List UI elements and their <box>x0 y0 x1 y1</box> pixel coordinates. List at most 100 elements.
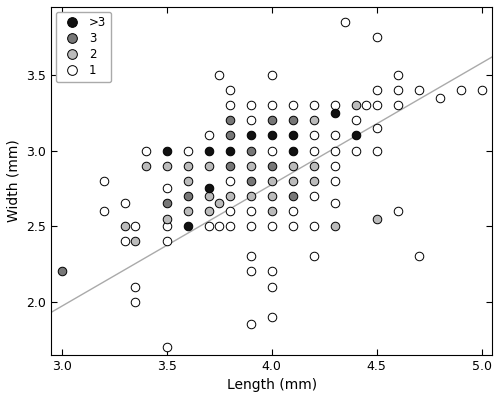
Point <box>310 132 318 138</box>
Point <box>373 102 381 109</box>
Point <box>205 132 213 138</box>
Point <box>373 87 381 93</box>
Point <box>162 344 170 350</box>
Point <box>162 238 170 245</box>
Point <box>331 102 339 109</box>
Point <box>268 223 276 229</box>
Point <box>205 185 213 192</box>
Point <box>457 87 465 93</box>
Point <box>131 298 139 305</box>
Point <box>247 208 255 214</box>
Point <box>142 147 150 154</box>
Point <box>184 147 192 154</box>
Point <box>310 253 318 260</box>
Point <box>394 102 402 109</box>
Point <box>247 268 255 275</box>
Point <box>205 162 213 169</box>
Point <box>131 238 139 245</box>
Point <box>268 268 276 275</box>
Point <box>247 162 255 169</box>
Point <box>394 208 402 214</box>
Point <box>352 132 360 138</box>
Point <box>352 117 360 124</box>
Point <box>373 125 381 131</box>
Point <box>162 223 170 229</box>
Point <box>331 200 339 207</box>
Point <box>216 223 224 229</box>
Point <box>268 178 276 184</box>
Point <box>342 19 349 25</box>
Point <box>216 200 224 207</box>
Point <box>415 87 423 93</box>
Point <box>100 208 108 214</box>
Point <box>310 223 318 229</box>
Point <box>289 102 297 109</box>
Point <box>310 147 318 154</box>
Point <box>268 208 276 214</box>
Point <box>289 147 297 154</box>
Point <box>184 162 192 169</box>
Point <box>226 147 234 154</box>
Point <box>310 117 318 124</box>
Point <box>162 200 170 207</box>
Point <box>331 110 339 116</box>
Point <box>289 132 297 138</box>
Point <box>100 178 108 184</box>
Point <box>373 147 381 154</box>
Point <box>131 223 139 229</box>
Point <box>226 132 234 138</box>
Point <box>352 147 360 154</box>
Point <box>331 132 339 138</box>
Legend: >3, 3, 2, 1: >3, 3, 2, 1 <box>56 12 111 82</box>
Point <box>226 208 234 214</box>
Point <box>142 162 150 169</box>
Point <box>310 162 318 169</box>
Point <box>120 223 128 229</box>
Point <box>58 268 66 275</box>
Point <box>184 193 192 199</box>
Point <box>226 193 234 199</box>
Point <box>268 314 276 320</box>
Point <box>331 162 339 169</box>
Point <box>352 102 360 109</box>
Point <box>226 117 234 124</box>
Point <box>226 162 234 169</box>
Point <box>247 321 255 328</box>
Point <box>247 147 255 154</box>
Point <box>247 223 255 229</box>
Point <box>268 102 276 109</box>
Point <box>310 178 318 184</box>
Point <box>289 117 297 124</box>
Point <box>184 178 192 184</box>
Point <box>216 72 224 78</box>
Point <box>120 238 128 245</box>
Point <box>478 87 486 93</box>
Point <box>226 223 234 229</box>
Point <box>289 193 297 199</box>
Point <box>268 132 276 138</box>
X-axis label: Length (mm): Length (mm) <box>226 378 317 392</box>
Point <box>120 200 128 207</box>
Point <box>247 178 255 184</box>
Point <box>226 87 234 93</box>
Point <box>205 193 213 199</box>
Point <box>247 132 255 138</box>
Y-axis label: Width (mm): Width (mm) <box>7 139 21 222</box>
Point <box>373 215 381 222</box>
Point <box>162 162 170 169</box>
Point <box>268 162 276 169</box>
Point <box>362 102 370 109</box>
Point <box>310 102 318 109</box>
Point <box>247 102 255 109</box>
Point <box>205 223 213 229</box>
Point <box>289 223 297 229</box>
Point <box>247 253 255 260</box>
Point <box>247 193 255 199</box>
Point <box>205 147 213 154</box>
Point <box>394 72 402 78</box>
Point <box>331 178 339 184</box>
Point <box>268 193 276 199</box>
Point <box>247 117 255 124</box>
Point <box>394 87 402 93</box>
Point <box>162 147 170 154</box>
